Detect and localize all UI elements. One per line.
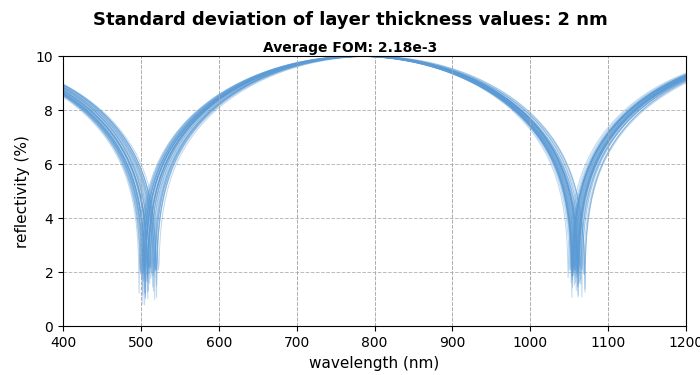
X-axis label: wavelength (nm): wavelength (nm): [309, 356, 440, 370]
Y-axis label: reflectivity (%): reflectivity (%): [15, 135, 30, 248]
Text: Average FOM: 2.18e-3: Average FOM: 2.18e-3: [263, 41, 437, 55]
Text: Standard deviation of layer thickness values: 2 nm: Standard deviation of layer thickness va…: [92, 11, 608, 29]
